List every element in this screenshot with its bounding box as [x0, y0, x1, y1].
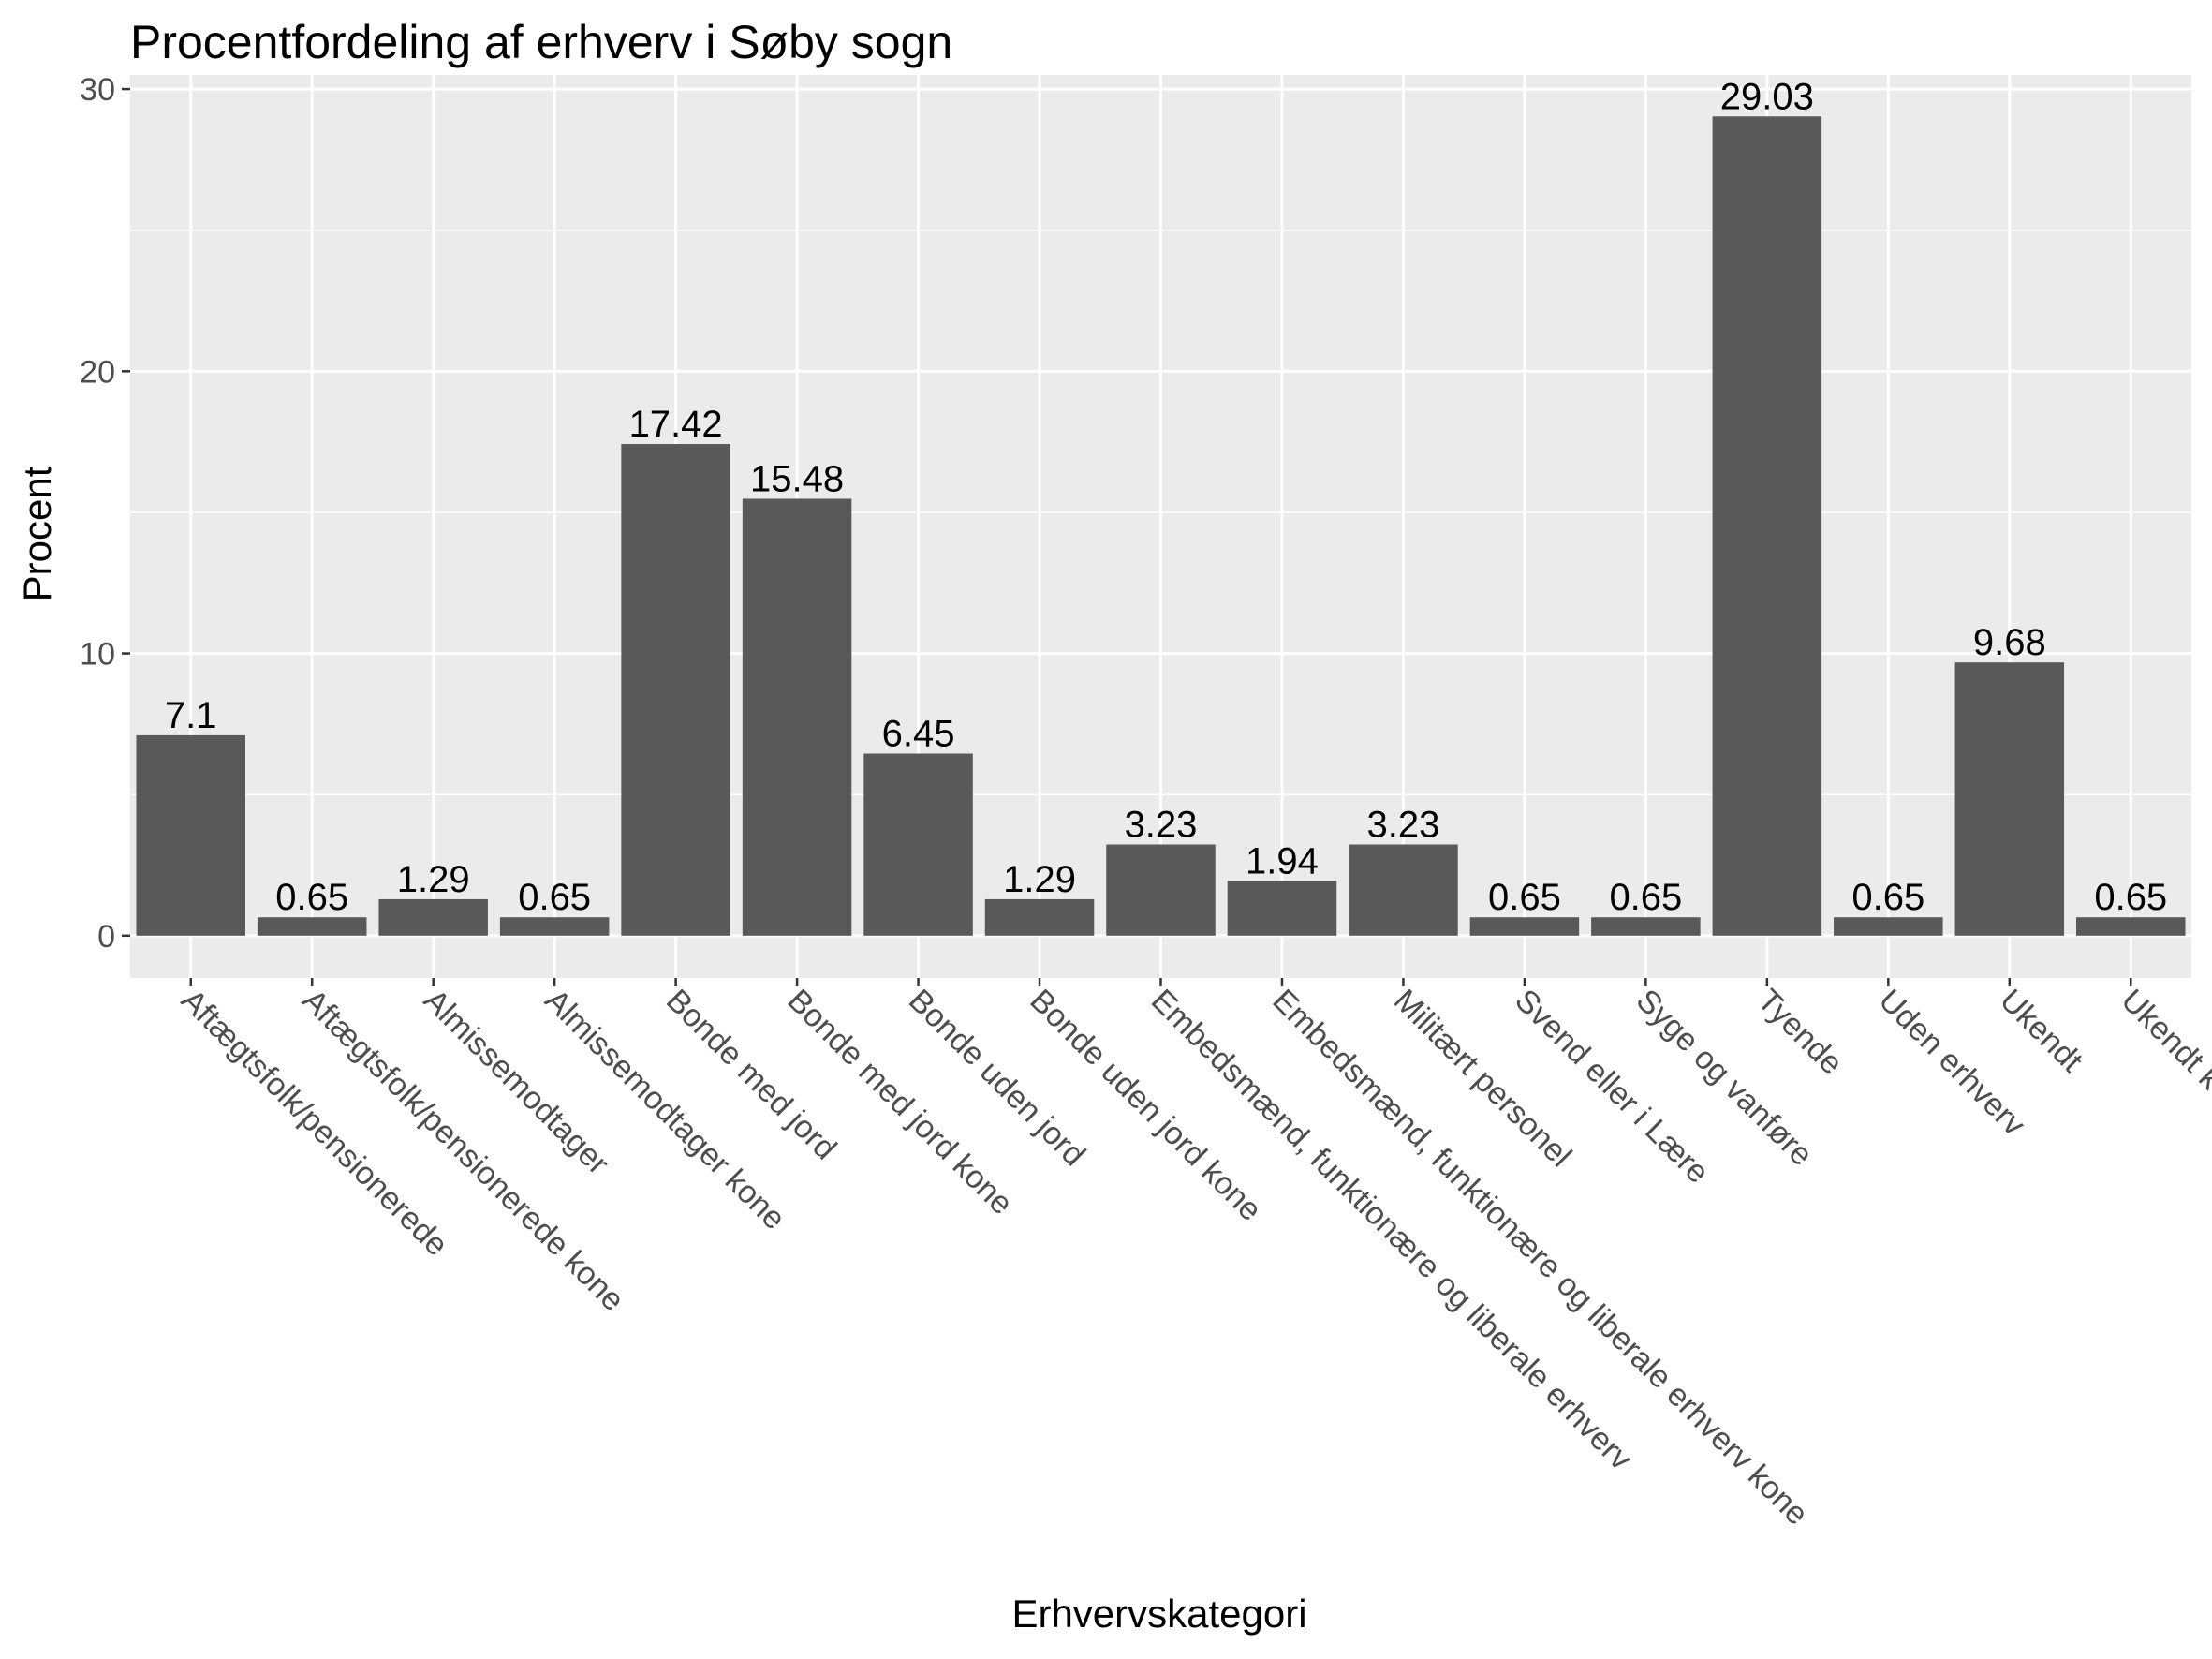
- y-tick-label: 10: [80, 637, 115, 673]
- data-label: 0.65: [1851, 877, 1924, 918]
- x-tick-label: Tyende: [1750, 983, 1850, 1082]
- data-label: 0.65: [275, 877, 348, 918]
- y-tick-label: 30: [80, 72, 115, 108]
- bar: [1227, 881, 1337, 936]
- data-label: 17.42: [629, 404, 723, 445]
- bar: [1834, 917, 1943, 936]
- x-tick-label: Bonde uden jord kone: [1023, 983, 1268, 1228]
- data-label: 1.94: [1246, 840, 1319, 881]
- chart-title: Procentfordeling af erhverv i Søby sogn: [130, 16, 952, 68]
- bar: [1954, 662, 2065, 936]
- data-label: 3.23: [1367, 805, 1440, 846]
- bar: [621, 444, 730, 936]
- data-label: 1.29: [397, 859, 470, 900]
- bar: [1712, 116, 1822, 936]
- data-label: 9.68: [1973, 622, 2046, 663]
- bar: [863, 753, 973, 936]
- bar: [1106, 844, 1216, 936]
- bar: [2076, 917, 2186, 936]
- data-label: 15.48: [750, 458, 844, 499]
- x-tick-label: Ukendt: [1993, 983, 2089, 1079]
- bar: [742, 498, 852, 936]
- data-label: 0.65: [1609, 877, 1682, 918]
- bar: [984, 898, 1095, 936]
- data-label: 0.65: [1488, 877, 1561, 918]
- bar: [1591, 917, 1701, 936]
- data-label: 7.1: [165, 695, 217, 736]
- y-axis-title: Procent: [15, 466, 59, 601]
- y-tick-label: 0: [97, 919, 115, 955]
- data-labels: 7.1 0.65 1.29 0.65 17.42 15.48 6.45 1.29 3.23 1.9…: [165, 76, 2167, 918]
- bar: [1469, 917, 1580, 936]
- bar: [499, 917, 610, 936]
- y-tick-label: 20: [80, 354, 115, 390]
- bar: [378, 898, 488, 936]
- data-label: 3.23: [1125, 805, 1198, 846]
- data-label: 1.29: [1003, 859, 1076, 900]
- bar: [257, 917, 367, 936]
- data-label: 29.03: [1720, 76, 1814, 117]
- bars: [136, 116, 2186, 936]
- y-axis: 0 10 20 30: [80, 72, 130, 955]
- x-tick-label: Ukendt kone: [2115, 983, 2212, 1134]
- x-tick-label: Bonde med jord kone: [780, 983, 1019, 1222]
- data-label: 6.45: [882, 714, 955, 755]
- bar: [136, 734, 245, 936]
- data-label: 0.65: [518, 877, 591, 918]
- x-axis: Aftægtsfolk/pensioneredeAftægtsfolk/pens…: [174, 978, 2212, 1533]
- data-label: 0.65: [2094, 877, 2167, 918]
- x-tick-label: Almissemodtager kone: [538, 983, 791, 1237]
- bar: [1349, 844, 1458, 936]
- major-gridlines: [130, 75, 2191, 978]
- x-axis-title: Erhvervskategori: [1011, 1592, 1306, 1636]
